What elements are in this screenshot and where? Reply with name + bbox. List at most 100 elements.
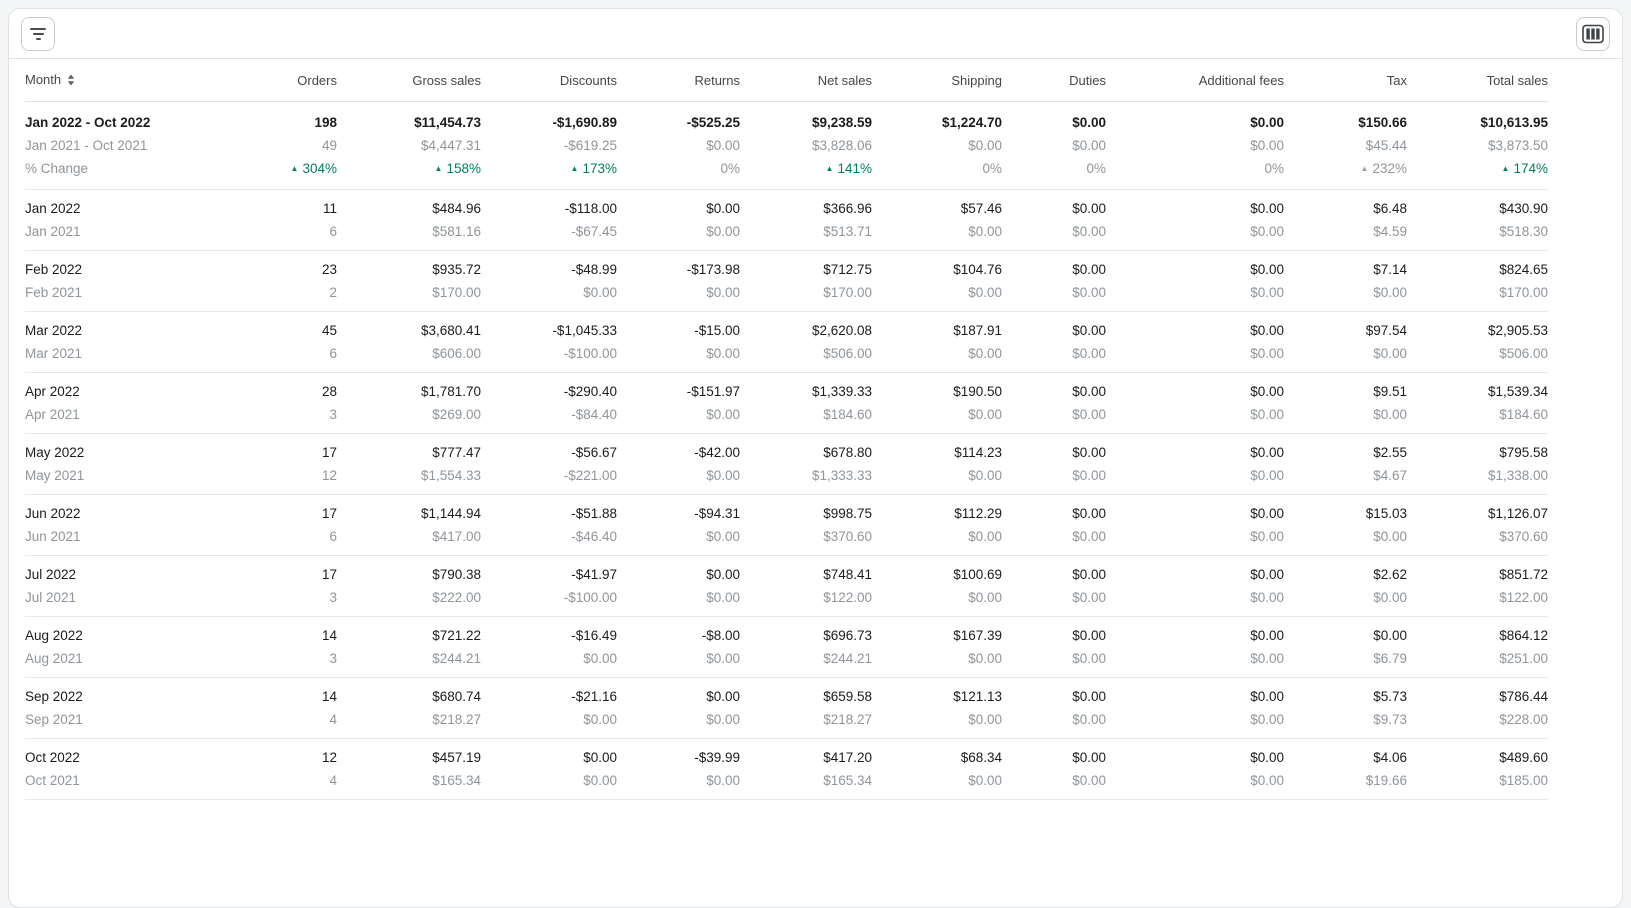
table-cell: -$619.25 <box>563 138 617 153</box>
table-row: Jun 2022 17 $1,144.94 -$51.88 -$94.31 $998.75… <box>25 495 1548 526</box>
table-cell: $777.47 <box>432 445 481 460</box>
table-cell: $659.58 <box>823 689 872 704</box>
table-cell: -$8.00 <box>701 628 740 643</box>
table-cell: $712.75 <box>823 262 872 277</box>
table-cell: $513.71 <box>823 224 872 239</box>
table-cell: $165.34 <box>432 773 481 788</box>
up-arrow-icon: ▲ <box>1501 164 1510 173</box>
table-cell: $3,680.41 <box>420 323 481 338</box>
table-cell: $0.00 <box>706 529 740 544</box>
table-cell: $0.00 <box>583 651 617 666</box>
month-label: Apr 2021 <box>25 407 80 422</box>
column-header-gross-sales[interactable]: Gross sales <box>412 73 481 88</box>
table-cell: $15.03 <box>1365 506 1407 521</box>
table-cell: $1,539.34 <box>1487 384 1548 399</box>
table-cell: $0.00 <box>1072 628 1106 643</box>
table-cell: $506.00 <box>1499 346 1548 361</box>
table-cell: 0% <box>1106 157 1284 190</box>
report-card: Month Orders Gross sales Discounts Returns Ne… <box>8 8 1623 908</box>
table-row: Jan 2022 - Oct 2022 198 $11,454.73 -$1,690.… <box>25 102 1548 135</box>
table-cell: 11 <box>322 201 337 216</box>
table-cell: $370.60 <box>1499 529 1548 544</box>
table-cell: -$221.00 <box>563 468 617 483</box>
table-cell: $518.30 <box>1499 224 1548 239</box>
summary-change-label: % Change <box>25 161 89 176</box>
column-header-shipping[interactable]: Shipping <box>951 73 1002 88</box>
table-row: Apr 2021 3 $269.00 -$84.40 $0.00 $184.60 $0.00… <box>25 403 1548 434</box>
table-cell: $7.14 <box>1373 262 1407 277</box>
table-cell: $0.00 <box>1250 590 1284 605</box>
table-cell: -$21.16 <box>571 689 617 704</box>
table-cell: $100.69 <box>953 567 1002 582</box>
up-arrow-icon: ▲ <box>825 164 834 173</box>
table-cell: -$41.97 <box>571 567 617 582</box>
table-cell: -$16.49 <box>571 628 617 643</box>
table-cell: $2,620.08 <box>811 323 872 338</box>
table-cell: -$15.00 <box>694 323 740 338</box>
table-cell: $430.90 <box>1499 201 1548 216</box>
column-header-net-sales[interactable]: Net sales <box>817 73 872 88</box>
table-cell: $366.96 <box>823 201 872 216</box>
table-cell: $10,613.95 <box>1480 115 1548 130</box>
filter-button[interactable] <box>21 16 55 51</box>
month-label: May 2022 <box>25 445 85 460</box>
table-cell: $0.00 <box>1072 590 1106 605</box>
table-cell: $6.48 <box>1373 201 1407 216</box>
table-cell: $0.00 <box>968 138 1002 153</box>
column-header-discounts[interactable]: Discounts <box>559 73 617 88</box>
table-row: Apr 2022 28 $1,781.70 -$290.40 -$151.97 $1,33… <box>25 373 1548 404</box>
table-cell: $150.66 <box>1358 115 1407 130</box>
report-table-container: Month Orders Gross sales Discounts Returns Ne… <box>9 59 1622 800</box>
month-group-oct-2022: Oct 2022 12 $457.19 $0.00 -$39.99 $417.20 $68.… <box>25 739 1548 800</box>
column-header-tax[interactable]: Tax <box>1386 73 1407 88</box>
table-cell: ▲ 174% <box>1407 157 1548 190</box>
column-header-additional-fees[interactable]: Additional fees <box>1198 73 1284 88</box>
table-cell: $1,339.33 <box>811 384 872 399</box>
table-cell: -$56.67 <box>571 445 617 460</box>
month-label: Feb 2022 <box>25 262 83 277</box>
header-row: Month Orders Gross sales Discounts Returns Ne… <box>25 59 1548 102</box>
table-cell: $0.00 <box>1072 285 1106 300</box>
month-group-aug-2022: Aug 2022 14 $721.22 -$16.49 -$8.00 $696.73 $16… <box>25 617 1548 678</box>
table-cell: $0.00 <box>968 651 1002 666</box>
table-cell: $0.00 <box>1250 138 1284 153</box>
edit-columns-button[interactable] <box>1576 16 1610 51</box>
table-cell: ▲ 232% <box>1284 157 1407 190</box>
table-cell: $581.16 <box>432 224 481 239</box>
table-cell: 6 <box>329 346 337 361</box>
table-cell: $0.00 <box>706 773 740 788</box>
table-cell: $0.00 <box>1250 628 1284 643</box>
table-row: Mar 2022 45 $3,680.41 -$1,045.33 -$15.00 $2,6… <box>25 312 1548 343</box>
table-cell: $786.44 <box>1499 689 1548 704</box>
table-cell: $0.00 <box>1250 384 1284 399</box>
table-cell: $0.00 <box>706 689 740 704</box>
table-cell: $0.00 <box>968 590 1002 605</box>
table-cell: $0.00 <box>1072 224 1106 239</box>
report-toolbar <box>9 9 1622 59</box>
column-header-month[interactable]: Month <box>25 59 205 102</box>
column-header-orders[interactable]: Orders <box>297 73 337 88</box>
table-cell: $0.00 <box>706 285 740 300</box>
table-cell: $0.00 <box>1072 445 1106 460</box>
table-cell: $1,224.70 <box>941 115 1002 130</box>
table-cell: $0.00 <box>583 285 617 300</box>
table-cell: $0.00 <box>1072 468 1106 483</box>
table-cell: -$51.88 <box>571 506 617 521</box>
table-cell: $0.00 <box>1373 346 1407 361</box>
table-cell: $0.00 <box>1250 201 1284 216</box>
column-header-total-sales[interactable]: Total sales <box>1486 73 1548 88</box>
table-cell: $0.00 <box>706 407 740 422</box>
table-cell: $606.00 <box>432 346 481 361</box>
column-header-returns[interactable]: Returns <box>694 73 740 88</box>
month-group-may-2022: May 2022 17 $777.47 -$56.67 -$42.00 $678.80 $1… <box>25 434 1548 495</box>
table-cell: 0% <box>617 157 740 190</box>
table-cell: -$42.00 <box>694 445 740 460</box>
column-header-duties[interactable]: Duties <box>1069 73 1106 88</box>
sort-icon[interactable] <box>67 74 75 89</box>
table-row: Jan 2021 - Oct 2021 49 $4,447.31 -$619.25 $0… <box>25 134 1548 157</box>
table-row: Sep 2021 4 $218.27 $0.00 $0.00 $218.27 $0.00 $0… <box>25 708 1548 739</box>
table-cell: 17 <box>321 445 337 460</box>
table-cell: $0.00 <box>1072 407 1106 422</box>
table-cell: 12 <box>321 468 337 483</box>
table-cell: -$1,690.89 <box>552 115 617 130</box>
